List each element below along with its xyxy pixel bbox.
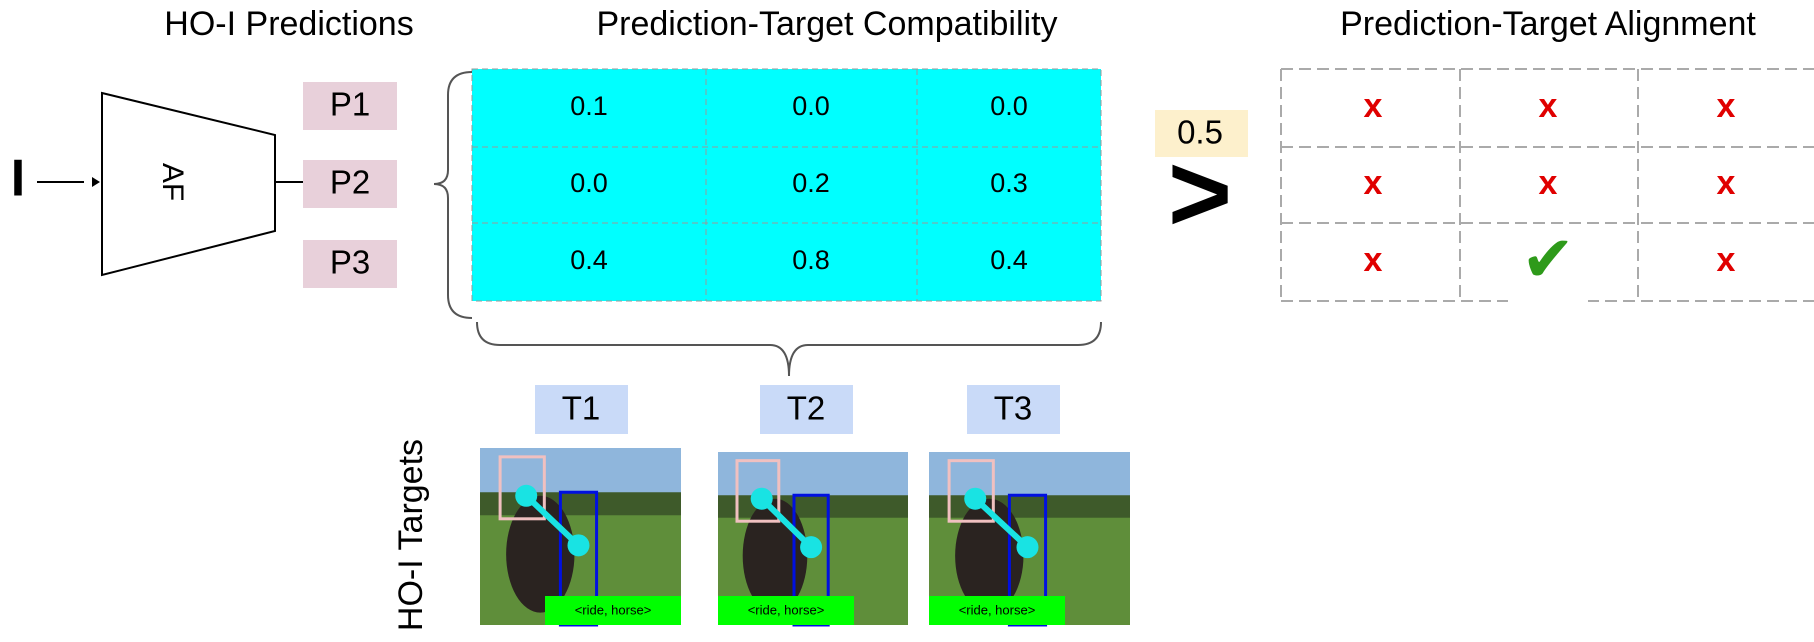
target-caption: <ride, horse> — [575, 602, 652, 617]
joint — [751, 488, 773, 510]
compatibility-value: 0.1 — [570, 91, 608, 121]
joint — [567, 534, 589, 556]
target-caption: <ride, horse> — [748, 602, 825, 617]
trees — [929, 495, 1130, 521]
cross-mark: x — [1364, 164, 1383, 202]
compatibility-value: 0.0 — [792, 91, 830, 121]
trees — [718, 495, 908, 521]
horse — [506, 496, 574, 613]
cross-mark: x — [1717, 87, 1736, 125]
cross-mark: x — [1364, 241, 1383, 279]
compatibility-value: 0.4 — [990, 245, 1028, 275]
compatibility-value: 0.3 — [990, 168, 1028, 198]
section-title: Prediction-Target Alignment — [1340, 5, 1756, 43]
model-label: AF — [156, 163, 189, 201]
target-image: <ride, horse> — [480, 448, 681, 625]
compatibility-value: 0.8 — [792, 245, 830, 275]
comparator: > — [1168, 132, 1232, 255]
joint — [515, 485, 537, 507]
cross-mark: x — [1717, 164, 1736, 202]
prediction-label: P1 — [330, 86, 370, 123]
trees — [480, 492, 681, 519]
cross-mark: x — [1717, 241, 1736, 279]
cross-mark: x — [1539, 87, 1558, 125]
input-label: I — [11, 150, 25, 208]
section-title: HO-I Targets — [392, 439, 430, 631]
figure: HO-I Predictions Prediction-Target Compa… — [0, 0, 1814, 642]
prediction-label: P2 — [330, 164, 370, 201]
brace — [434, 72, 472, 318]
target-image: <ride, horse> — [929, 452, 1130, 625]
check-mark: ✔ — [1521, 223, 1575, 295]
target-caption: <ride, horse> — [959, 602, 1036, 617]
target-label: T3 — [994, 390, 1033, 427]
compatibility-value: 0.4 — [570, 245, 608, 275]
compatibility-value: 0.2 — [792, 168, 830, 198]
compatibility-value: 0.0 — [990, 91, 1028, 121]
section-title: HO-I Predictions — [164, 5, 413, 43]
page: HO-I Predictions Prediction-Target Compa… — [0, 0, 1814, 642]
target-label: T2 — [787, 390, 826, 427]
joint — [800, 536, 822, 558]
cross-mark: x — [1364, 87, 1383, 125]
cross-mark: x — [1539, 164, 1558, 202]
joint — [1016, 536, 1038, 558]
target-label: T1 — [562, 390, 601, 427]
brace — [477, 322, 1101, 376]
compatibility-value: 0.0 — [570, 168, 608, 198]
joint — [964, 488, 986, 510]
prediction-label: P3 — [330, 244, 370, 281]
section-title: Prediction-Target Compatibility — [596, 5, 1057, 43]
target-image: <ride, horse> — [718, 452, 908, 625]
arrowhead — [92, 177, 100, 187]
